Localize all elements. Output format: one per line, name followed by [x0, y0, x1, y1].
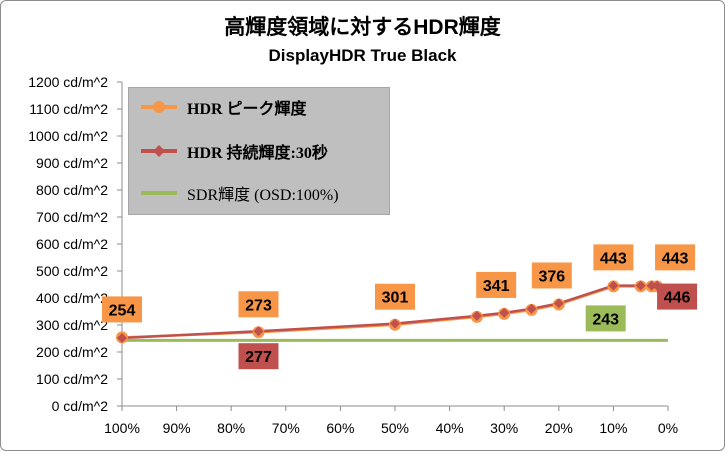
x-tick-label: 30% — [490, 420, 518, 436]
data-label-box — [655, 244, 696, 271]
legend: HDR ピーク輝度 HDR 持続輝度:30秒 SDR輝度 (OSD:100%) — [128, 87, 390, 215]
data-label: 277 — [245, 349, 272, 366]
data-point-sustained — [553, 298, 564, 309]
legend-marker-peak — [141, 101, 177, 113]
data-point-sustained — [635, 280, 646, 291]
data-label-box — [593, 244, 634, 271]
y-tick-label: 500 cd/m^2 — [36, 263, 108, 279]
data-label: 301 — [382, 290, 409, 307]
x-tick-label: 70% — [272, 420, 300, 436]
chart-title: 高輝度領域に対するHDR輝度 — [224, 16, 501, 39]
data-point-sustained — [608, 280, 619, 291]
data-point-sustained — [526, 303, 537, 314]
y-tick-label: 900 cd/m^2 — [36, 155, 108, 171]
x-tick-label: 0% — [658, 420, 678, 436]
data-label: 273 — [245, 297, 272, 314]
chart-subtitle: DisplayHDR True Black — [268, 46, 457, 65]
x-tick-label: 90% — [163, 420, 191, 436]
data-label-box — [476, 271, 517, 298]
y-tick-label: 800 cd/m^2 — [36, 182, 108, 198]
data-label-box — [238, 291, 279, 318]
data-label: 376 — [538, 268, 565, 285]
x-tick-label: 60% — [326, 420, 354, 436]
y-tick-label: 0 cd/m^2 — [52, 398, 109, 414]
x-tick-label: 10% — [599, 420, 627, 436]
y-tick-label: 200 cd/m^2 — [36, 344, 108, 360]
legend-item-sdr: SDR輝度 (OSD:100%) — [139, 178, 339, 208]
x-tick-label: 80% — [217, 420, 245, 436]
data-label: 243 — [592, 311, 619, 328]
y-tick-label: 100 cd/m^2 — [36, 371, 108, 387]
y-tick-label: 700 cd/m^2 — [36, 209, 108, 225]
y-tick-label: 600 cd/m^2 — [36, 236, 108, 252]
x-tick-label: 100% — [104, 420, 140, 436]
y-tick-label: 1000 cd/m^2 — [28, 128, 108, 144]
legend-item-sustained: HDR 持続輝度:30秒 — [139, 136, 328, 166]
legend-label-sdr: SDR輝度 (OSD:100%) — [187, 187, 339, 204]
y-tick-label: 1100 cd/m^2 — [29, 101, 108, 117]
data-label: 341 — [483, 278, 510, 295]
legend-label-sustained: HDR 持続輝度:30秒 — [187, 145, 328, 162]
y-tick-label: 1200 cd/m^2 — [28, 74, 108, 90]
y-tick-label: 400 cd/m^2 — [36, 290, 108, 306]
data-point-sustained — [499, 307, 510, 318]
data-point-sustained — [117, 332, 127, 343]
y-tick-label: 300 cd/m^2 — [36, 317, 108, 333]
data-point-sustained — [390, 318, 400, 329]
data-label-box — [102, 296, 142, 323]
legend-marker-sustained — [141, 145, 177, 157]
data-point-sustained — [471, 310, 482, 321]
data-point-sustained — [646, 280, 657, 291]
x-tick-label: 40% — [436, 420, 464, 436]
legend-label-peak: HDR ピーク輝度 — [187, 101, 307, 118]
data-label-box — [375, 283, 415, 310]
legend-item-peak: HDR ピーク輝度 — [139, 92, 307, 122]
data-label-box — [657, 283, 698, 310]
data-label: 443 — [662, 250, 689, 267]
legend-marker-sdr — [141, 191, 177, 195]
x-tick-label: 20% — [545, 420, 573, 436]
data-point-sustained — [253, 326, 264, 337]
data-label: 443 — [600, 250, 627, 267]
data-label-box — [238, 343, 279, 370]
x-tick-label: 50% — [381, 420, 409, 436]
data-label-box — [531, 262, 572, 289]
data-label: 446 — [664, 290, 691, 307]
data-label: 254 — [109, 302, 136, 319]
data-label-box — [585, 305, 626, 332]
